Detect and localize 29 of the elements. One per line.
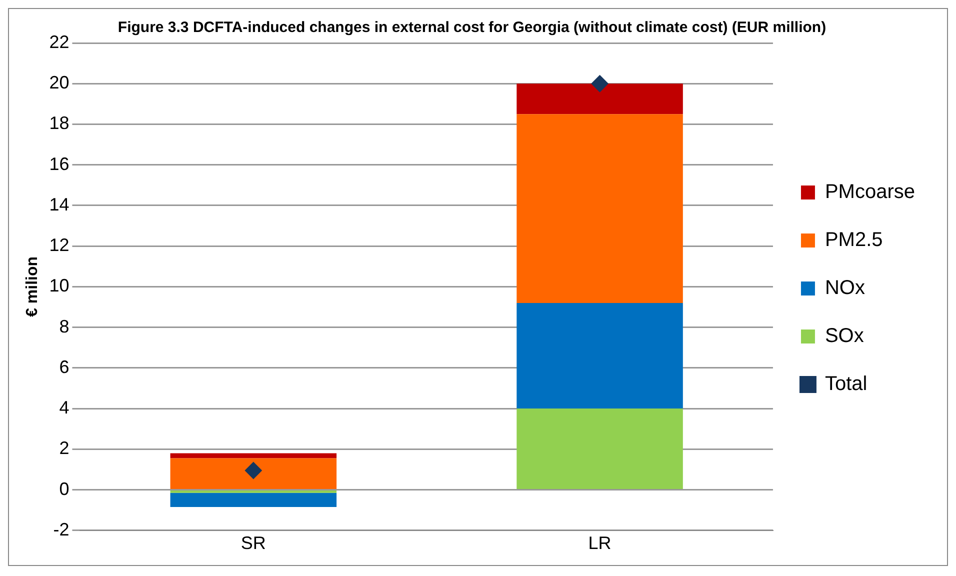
- y-tick-label: 14: [49, 194, 70, 214]
- bar: [170, 453, 337, 458]
- bar: [170, 492, 337, 508]
- bar: [516, 114, 683, 303]
- y-tick-label: 20: [49, 72, 70, 93]
- y-tick-label: 12: [49, 235, 70, 256]
- y-axis-title: € milion: [24, 256, 42, 317]
- y-tick-label: 2: [59, 438, 70, 458]
- y-tick-label: 0: [59, 478, 70, 499]
- y-tick-label: 18: [49, 113, 70, 134]
- bar: [170, 458, 337, 490]
- y-tick-label: 22: [49, 32, 70, 52]
- x-tick-label: LR: [588, 533, 612, 554]
- y-tick-label: 6: [59, 356, 70, 377]
- bar: [516, 302, 683, 409]
- legend-label: PMcoarse: [824, 181, 915, 204]
- x-tick-label: SR: [240, 533, 266, 554]
- y-tick-label: 10: [49, 276, 70, 296]
- y-tick-label: 4: [59, 398, 70, 418]
- y-tick-label: -2: [53, 519, 70, 540]
- bar: [516, 84, 683, 114]
- y-tick-label: 16: [49, 154, 70, 174]
- legend-label: NOx: [824, 277, 865, 300]
- legend-label: Total: [824, 373, 868, 396]
- chart-title: Figure 3.3 DCFTA-induced changes in external cost for Georgia (without climate cost) (EUR million): [118, 19, 826, 36]
- legend-label: SOx: [824, 325, 864, 348]
- legend-label: PM2.5: [824, 229, 883, 252]
- y-tick-label: 8: [59, 316, 70, 336]
- bar: [516, 408, 683, 490]
